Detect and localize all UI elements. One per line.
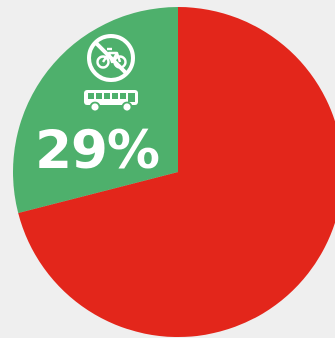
no-bicycle-icon xyxy=(87,34,135,82)
bus-icon xyxy=(84,90,138,113)
pie-slice-remaining xyxy=(18,7,335,337)
slice-percent-label: 29% xyxy=(35,120,159,181)
